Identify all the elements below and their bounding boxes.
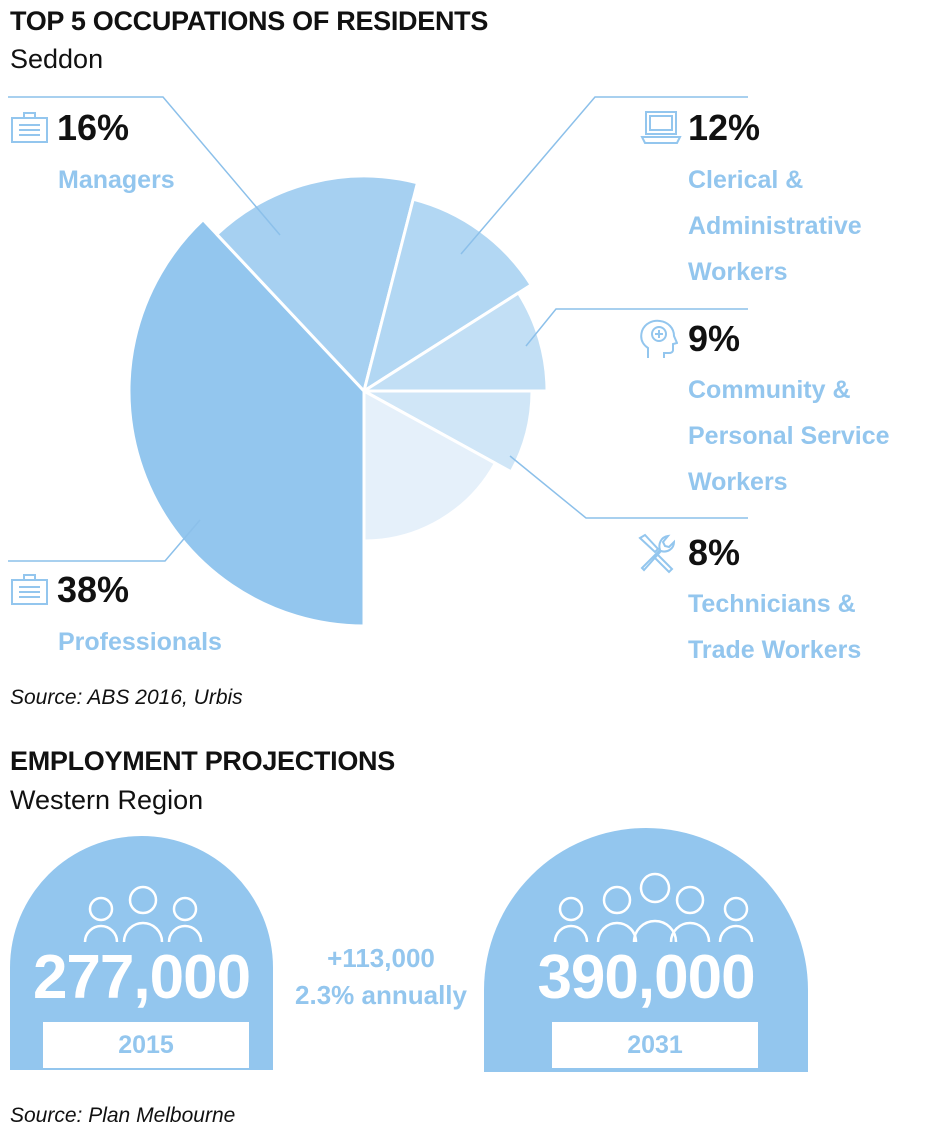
briefcase-icon bbox=[11, 574, 48, 605]
growth-value: +113,000 bbox=[327, 943, 435, 973]
managers-percent: 16% bbox=[57, 107, 130, 148]
community-label-line3: Workers bbox=[688, 468, 788, 496]
clerical-label-line2: Administrative bbox=[688, 212, 862, 240]
leader-line-professionals bbox=[8, 519, 201, 562]
occupations-pie-chart bbox=[8, 96, 748, 628]
pie-slice-other bbox=[362, 389, 497, 543]
briefcase-icon bbox=[11, 112, 48, 143]
dome-2031 bbox=[484, 828, 808, 1072]
pie-slice-community-personal-service-workers bbox=[362, 291, 549, 393]
pie-slice-professionals bbox=[127, 218, 366, 628]
community-label-line2: Personal Service bbox=[688, 422, 890, 450]
pie-slice-managers bbox=[215, 174, 419, 393]
leader-line-managers bbox=[8, 96, 281, 236]
leader-line-clerical bbox=[460, 96, 748, 255]
professionals-percent: 38% bbox=[57, 569, 130, 610]
professionals-label: Professionals bbox=[58, 628, 222, 656]
managers-label: Managers bbox=[58, 166, 175, 194]
pie-slices bbox=[127, 174, 549, 628]
year-2031-label: 2031 bbox=[550, 1020, 760, 1070]
employment-2031-value: 390,000 bbox=[537, 943, 755, 1012]
tools-icon bbox=[638, 533, 676, 574]
leader-lines bbox=[8, 96, 748, 562]
projections-title: EMPLOYMENT PROJECTIONS bbox=[10, 746, 395, 776]
people-group-icon bbox=[553, 872, 754, 943]
projections-source: Source: Plan Melbourne bbox=[10, 1104, 236, 1127]
clerical-label-line3: Workers bbox=[688, 258, 788, 286]
head-medical-icon bbox=[640, 319, 678, 358]
people-group-icon bbox=[83, 885, 203, 943]
computer-icon bbox=[640, 111, 682, 144]
employment-2015-value: 277,000 bbox=[32, 943, 251, 1012]
growth-rate: 2.3% annually bbox=[295, 980, 467, 1010]
occupations-source: Source: ABS 2016, Urbis bbox=[10, 686, 243, 709]
pie-slice-technicians-trade-workers bbox=[362, 389, 534, 474]
community-label-line1: Community & bbox=[688, 376, 851, 404]
occupations-title: TOP 5 OCCUPATIONS OF RESIDENTS bbox=[10, 6, 489, 36]
technicians-label-line1: Technicians & bbox=[688, 590, 856, 618]
occupations-subtitle: Seddon bbox=[10, 44, 104, 74]
clerical-label-line1: Clerical & bbox=[688, 166, 804, 194]
community-percent: 9% bbox=[688, 318, 741, 359]
leader-line-community bbox=[525, 308, 748, 347]
leader-line-technicians bbox=[509, 455, 748, 519]
year-2015-label: 2015 bbox=[41, 1020, 251, 1070]
clerical-percent: 12% bbox=[688, 107, 761, 148]
technicians-label-line2: Trade Workers bbox=[688, 636, 862, 664]
technicians-percent: 8% bbox=[688, 532, 741, 573]
dome-2015 bbox=[10, 836, 273, 1070]
projections-subtitle: Western Region bbox=[10, 785, 204, 815]
